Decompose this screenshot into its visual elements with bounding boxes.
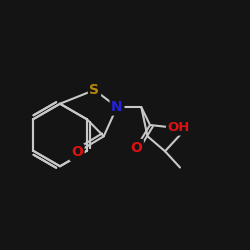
Text: OH: OH bbox=[168, 121, 190, 134]
Text: O: O bbox=[71, 146, 83, 160]
Text: S: S bbox=[90, 83, 100, 97]
Text: O: O bbox=[130, 140, 142, 154]
Text: N: N bbox=[111, 100, 123, 114]
